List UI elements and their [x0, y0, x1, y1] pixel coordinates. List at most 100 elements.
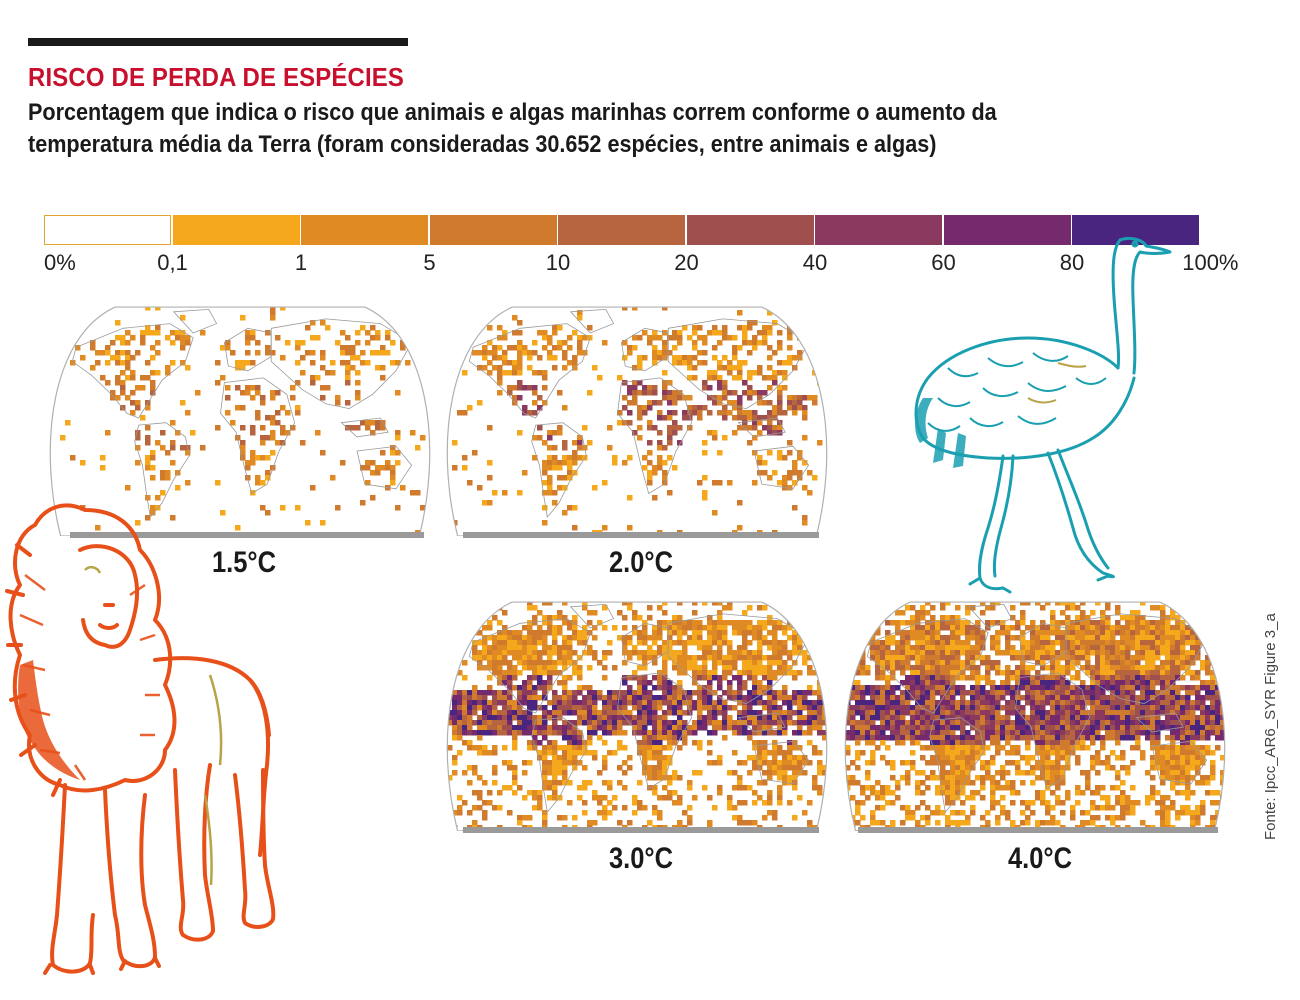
risk-cell: [115, 335, 121, 341]
risk-cell: [275, 335, 281, 341]
risk-cell: [870, 760, 876, 766]
risk-cell: [747, 325, 753, 331]
risk-cell: [677, 745, 683, 751]
risk-cell: [777, 720, 783, 726]
risk-cell: [612, 720, 618, 726]
risk-cell: [950, 750, 956, 756]
risk-cell: [1075, 735, 1081, 741]
risk-cell: [727, 390, 733, 396]
risk-cell: [965, 740, 971, 746]
risk-cell: [915, 740, 921, 746]
risk-cell: [1075, 655, 1081, 661]
risk-cell: [737, 620, 743, 626]
risk-cell: [960, 730, 966, 736]
risk-cell: [522, 715, 528, 721]
risk-cell: [632, 365, 638, 371]
risk-cell: [985, 735, 991, 741]
risk-cell: [1075, 625, 1081, 631]
risk-cell: [1145, 635, 1151, 641]
risk-cell: [557, 760, 563, 766]
risk-cell: [1130, 625, 1136, 631]
risk-cell: [900, 760, 906, 766]
risk-cell: [1195, 620, 1201, 626]
risk-cell: [812, 780, 818, 786]
risk-cell: [652, 805, 658, 811]
risk-cell: [990, 710, 996, 716]
risk-cell: [572, 705, 578, 711]
risk-cell: [1135, 625, 1141, 631]
risk-cell: [905, 645, 911, 651]
risk-cell: [345, 370, 351, 376]
risk-cell: [817, 730, 823, 736]
continent-outline: [737, 417, 786, 438]
risk-cell: [807, 820, 813, 826]
risk-cell: [782, 480, 788, 486]
risk-cell: [965, 715, 971, 721]
risk-cell: [657, 650, 663, 656]
risk-cell: [527, 640, 533, 646]
risk-cell: [642, 690, 648, 696]
risk-cell: [180, 360, 186, 366]
risk-cell: [1020, 630, 1026, 636]
risk-cell: [1075, 660, 1081, 666]
risk-cell: [955, 630, 961, 636]
risk-cell: [772, 730, 778, 736]
risk-cell: [1090, 625, 1096, 631]
risk-cell: [777, 795, 783, 801]
risk-cell: [682, 735, 688, 741]
risk-cell: [315, 430, 321, 436]
risk-cell: [662, 385, 668, 391]
risk-cell: [270, 430, 276, 436]
risk-cell: [1110, 695, 1116, 701]
risk-cell: [1200, 725, 1206, 731]
chart-subtitle: Porcentagem que indica o risco que anima…: [28, 99, 997, 158]
risk-cell: [290, 425, 296, 431]
risk-cell: [1170, 715, 1176, 721]
risk-cell: [920, 715, 926, 721]
risk-cell: [482, 355, 488, 361]
risk-cell: [1115, 640, 1121, 646]
risk-cell: [547, 455, 553, 461]
risk-cell: [752, 695, 758, 701]
risk-cell: [762, 605, 768, 611]
risk-cell: [587, 685, 593, 691]
risk-cell: [375, 465, 381, 471]
risk-cell: [1075, 615, 1081, 621]
risk-cell: [1020, 705, 1026, 711]
risk-cell: [702, 695, 708, 701]
risk-cell: [900, 595, 906, 601]
risk-cell: [925, 685, 931, 691]
risk-cell: [1165, 650, 1171, 656]
risk-cell: [925, 610, 931, 616]
risk-cell: [255, 455, 261, 461]
risk-cell: [1115, 645, 1121, 651]
risk-cell: [482, 350, 488, 356]
risk-cell: [1060, 755, 1066, 761]
risk-cell: [547, 602, 553, 606]
risk-cell: [1065, 735, 1071, 741]
risk-cell: [1075, 605, 1081, 611]
risk-cell: [537, 715, 543, 721]
map-3-0c: [442, 595, 832, 831]
risk-cell: [657, 775, 663, 781]
risk-cell: [1015, 725, 1021, 731]
risk-cell: [1020, 670, 1026, 676]
risk-cell: [827, 625, 832, 631]
risk-cell: [782, 730, 788, 736]
risk-cell: [1000, 620, 1006, 626]
risk-cell: [657, 730, 663, 736]
risk-cell: [632, 700, 638, 706]
risk-cell: [572, 695, 578, 701]
risk-cell: [782, 690, 788, 696]
risk-cell: [732, 650, 738, 656]
risk-cell: [542, 715, 548, 721]
risk-cell: [945, 640, 951, 646]
risk-cell: [1065, 740, 1071, 746]
risk-cell: [375, 420, 381, 426]
risk-cell: [1160, 665, 1166, 671]
risk-cell: [915, 640, 921, 646]
risk-cell: [812, 655, 818, 661]
risk-cell: [582, 335, 588, 341]
risk-cell: [447, 660, 448, 666]
risk-cell: [672, 655, 678, 661]
